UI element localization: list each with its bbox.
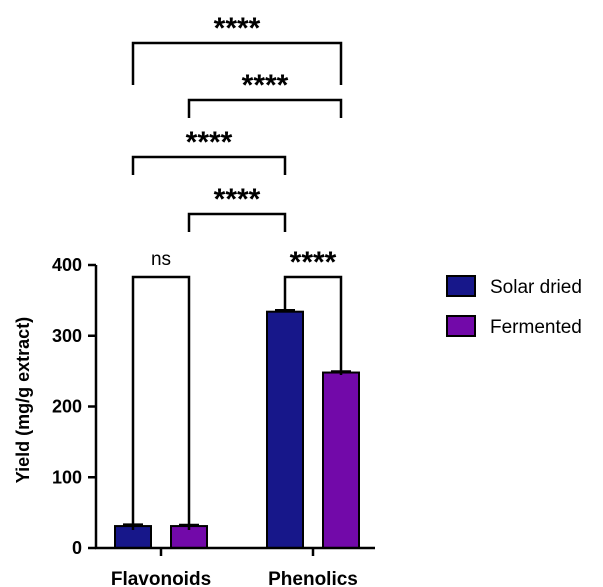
significance-label: **** [214, 12, 261, 45]
significance-label: **** [242, 69, 289, 102]
y-tick-label: 100 [52, 467, 82, 487]
x-tick-label: Flavonoids [111, 569, 211, 587]
y-tick-label: 200 [52, 397, 82, 417]
bar [322, 371, 360, 550]
significance-bracket [187, 212, 287, 232]
bars [114, 309, 360, 550]
y-tick-label: 400 [52, 255, 82, 275]
significance-bracket [187, 98, 343, 118]
y-tick-label: 0 [72, 538, 82, 558]
significance-bracket [131, 41, 343, 85]
y-axis: 0 100 200 300 400 [52, 255, 98, 558]
y-tick-label: 300 [52, 326, 82, 346]
significance-label: **** [186, 126, 233, 159]
significance-bracket [131, 275, 191, 530]
significance-label: **** [290, 246, 337, 279]
significance-brackets: ns **** **** **** **** **** [131, 12, 343, 530]
y-axis-label: Yield (mg/g extract) [13, 317, 33, 483]
bar [266, 310, 304, 549]
x-tick-label: Phenolics [268, 569, 358, 587]
legend-swatch [446, 275, 476, 297]
legend: Solar dried Fermented [446, 275, 582, 338]
legend-label: Solar dried [490, 277, 582, 298]
significance-label: **** [214, 183, 261, 216]
x-axis: Flavonoids Phenolics [95, 546, 375, 587]
legend-label: Fermented [490, 317, 582, 338]
significance-label: ns [151, 249, 171, 270]
significance-bracket [283, 275, 343, 375]
legend-swatch [446, 315, 476, 337]
significance-bracket [131, 155, 287, 175]
